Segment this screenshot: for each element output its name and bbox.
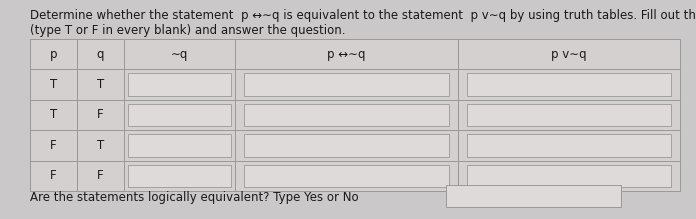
Bar: [244, 104, 449, 126]
Bar: [30, 100, 77, 130]
Bar: [235, 39, 458, 69]
Bar: [244, 73, 449, 96]
Text: p: p: [49, 48, 57, 61]
Text: (type T or F in every blank) and answer the question.: (type T or F in every blank) and answer …: [30, 24, 345, 37]
Bar: [244, 134, 449, 157]
Bar: [124, 39, 235, 69]
Bar: [30, 130, 77, 161]
Text: T: T: [50, 108, 57, 122]
Text: F: F: [50, 169, 56, 182]
Text: T: T: [97, 139, 104, 152]
Bar: [77, 161, 124, 191]
Bar: [77, 100, 124, 130]
Bar: [77, 161, 124, 191]
Bar: [466, 104, 671, 126]
Bar: [77, 69, 124, 100]
Bar: [124, 161, 235, 191]
Bar: [244, 164, 449, 187]
Bar: [77, 100, 124, 130]
Text: Are the statements logically equivalent? Type Yes or No: Are the statements logically equivalent?…: [30, 191, 358, 203]
Bar: [458, 161, 680, 191]
Bar: [77, 69, 124, 100]
Text: p v∼q: p v∼q: [551, 48, 587, 61]
Text: F: F: [97, 108, 104, 122]
Bar: [124, 100, 235, 130]
Bar: [30, 161, 77, 191]
Bar: [128, 134, 231, 157]
Bar: [30, 69, 77, 100]
Text: F: F: [97, 169, 104, 182]
Bar: [77, 39, 124, 69]
Text: F: F: [50, 139, 56, 152]
Bar: [124, 69, 235, 100]
Bar: [446, 185, 621, 207]
Text: q: q: [97, 48, 104, 61]
Bar: [128, 104, 231, 126]
Bar: [30, 39, 77, 69]
Bar: [77, 130, 124, 161]
Bar: [30, 130, 77, 161]
Bar: [466, 73, 671, 96]
Bar: [466, 164, 671, 187]
Bar: [458, 69, 680, 100]
Bar: [128, 73, 231, 96]
Bar: [458, 100, 680, 130]
Bar: [30, 161, 77, 191]
Text: T: T: [50, 78, 57, 91]
Bar: [235, 69, 458, 100]
Bar: [128, 164, 231, 187]
Bar: [30, 69, 77, 100]
Bar: [235, 130, 458, 161]
Bar: [77, 130, 124, 161]
Bar: [458, 39, 680, 69]
Text: p ↔∼q: p ↔∼q: [327, 48, 366, 61]
Text: ∼q: ∼q: [171, 48, 188, 61]
Text: Determine whether the statement  p ↔∼q is equivalent to the statement  p v∼q by : Determine whether the statement p ↔∼q is…: [30, 9, 696, 22]
Bar: [235, 100, 458, 130]
Bar: [458, 130, 680, 161]
Bar: [466, 134, 671, 157]
Bar: [30, 100, 77, 130]
Bar: [235, 161, 458, 191]
Text: T: T: [97, 78, 104, 91]
Bar: [124, 130, 235, 161]
